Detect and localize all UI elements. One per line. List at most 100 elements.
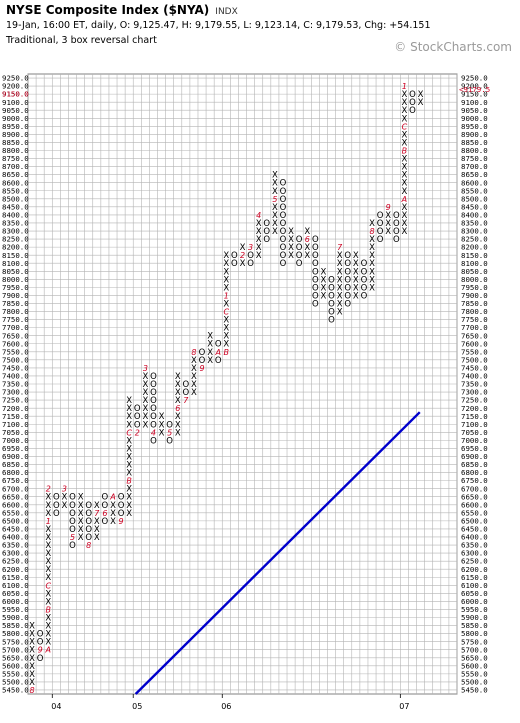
x-box: X (401, 179, 407, 189)
y-tick-label-left: 8500.0 (2, 194, 29, 203)
y-tick-label-right: 8750.0 (461, 154, 488, 163)
o-box: O (296, 235, 303, 245)
chart-grid (27, 73, 458, 695)
y-tick-label-left: 8900.0 (2, 130, 29, 139)
x-tick-label: 05 (132, 702, 142, 711)
y-tick-label-right: 5800.0 (461, 629, 488, 638)
x-box: X (45, 509, 51, 519)
o-box: O (344, 267, 351, 277)
x-box: X (288, 251, 294, 261)
o-box: O (85, 509, 92, 519)
o-box: O (344, 259, 351, 269)
o-box: O (361, 283, 368, 293)
o-box: O (199, 356, 206, 366)
o-box: O (85, 517, 92, 527)
y-tick-label-left: 5850.0 (2, 621, 29, 630)
x-box: X (272, 219, 278, 229)
y-tick-label-left: 7800.0 (2, 307, 29, 316)
o-box: O (69, 501, 76, 511)
x-box: X (256, 235, 262, 245)
y-tick-label-right: 7050.0 (461, 428, 488, 437)
y-tick-label-left: 9150.0 (2, 90, 29, 99)
month-marker: 5 (167, 428, 172, 437)
y-tick-label-right: 8350.0 (461, 219, 488, 228)
o-box: O (328, 308, 335, 318)
o-box: O (280, 235, 287, 245)
month-marker: 4 (151, 428, 156, 437)
y-tick-label-left: 5800.0 (2, 629, 29, 638)
o-box: O (134, 404, 141, 414)
y-tick-label-right: 8850.0 (461, 138, 488, 147)
y-tick-label-right: 9250.0 (461, 74, 488, 83)
o-box: O (182, 388, 189, 398)
month-marker: 3 (143, 364, 148, 373)
y-tick-label-right: 8900.0 (461, 130, 488, 139)
x-box: X (126, 509, 132, 519)
y-tick-label-right: 7000.0 (461, 436, 488, 445)
x-box: X (272, 179, 278, 189)
y-tick-label-right: 8400.0 (461, 211, 488, 220)
x-box: X (175, 420, 181, 430)
x-box: X (223, 340, 229, 350)
y-tick-label-left: 6700.0 (2, 484, 29, 493)
month-marker: 6 (175, 404, 180, 413)
y-tick-label-right: 8250.0 (461, 235, 488, 244)
o-box: O (150, 388, 157, 398)
y-tick-label-right: 7100.0 (461, 420, 488, 429)
month-marker: 8 (369, 227, 374, 236)
x-box: X (142, 420, 148, 430)
y-tick-label-right: 6500.0 (461, 516, 488, 525)
y-tick-label-left: 6250.0 (2, 557, 29, 566)
o-box: O (53, 509, 60, 519)
x-box: X (321, 275, 327, 285)
x-box: X (321, 283, 327, 293)
y-tick-label-left: 5750.0 (2, 637, 29, 646)
x-box: X (29, 654, 35, 664)
o-box: O (150, 380, 157, 390)
x-box: X (385, 219, 391, 229)
o-box: O (215, 356, 222, 366)
y-tick-label-left: 7850.0 (2, 299, 29, 308)
month-marker: 6 (102, 509, 107, 518)
month-marker: 7 (183, 396, 189, 405)
x-box: X (126, 501, 132, 511)
x-box: X (126, 461, 132, 471)
o-box: O (377, 235, 384, 245)
x-box: X (401, 171, 407, 181)
y-tick-label-left: 9250.0 (2, 74, 29, 83)
y-tick-label-right: 7300.0 (461, 388, 488, 397)
y-tick-label-right: 9150.0 (461, 90, 488, 99)
y-tick-label-left: 9100.0 (2, 98, 29, 107)
o-box: O (85, 525, 92, 535)
y-tick-label-right: 5900.0 (461, 613, 488, 622)
o-box: O (377, 219, 384, 229)
y-tick-label-left: 7400.0 (2, 372, 29, 381)
x-box: X (45, 614, 51, 624)
y-tick-label-left: 6300.0 (2, 549, 29, 558)
o-box: O (69, 493, 76, 503)
x-box: X (191, 364, 197, 374)
x-box: X (369, 283, 375, 293)
o-box: O (377, 227, 384, 237)
o-box: O (312, 299, 319, 309)
y-tick-label-left: 9000.0 (2, 114, 29, 123)
o-box: O (231, 259, 238, 269)
trendline-layer (134, 411, 421, 695)
x-box: X (126, 493, 132, 503)
y-tick-label-left: 6150.0 (2, 573, 29, 582)
y-tick-label-left: 7200.0 (2, 404, 29, 413)
y-tick-label-right: 6600.0 (461, 500, 488, 509)
y-tick-label-right: 5850.0 (461, 621, 488, 630)
y-tick-label-right: 8600.0 (461, 178, 488, 187)
y-tick-label-left: 7450.0 (2, 363, 29, 372)
y-tick-label-right: 6900.0 (461, 452, 488, 461)
y-tick-label-left: 7150.0 (2, 412, 29, 421)
x-box: X (45, 557, 51, 567)
y-tick-label-right: 8000.0 (461, 275, 488, 284)
x-box: X (78, 493, 84, 503)
x-box: X (353, 251, 359, 261)
y-tick-label-left: 7100.0 (2, 420, 29, 429)
y-tick-label-left: 6850.0 (2, 460, 29, 469)
y-tick-label-right: 6650.0 (461, 492, 488, 501)
